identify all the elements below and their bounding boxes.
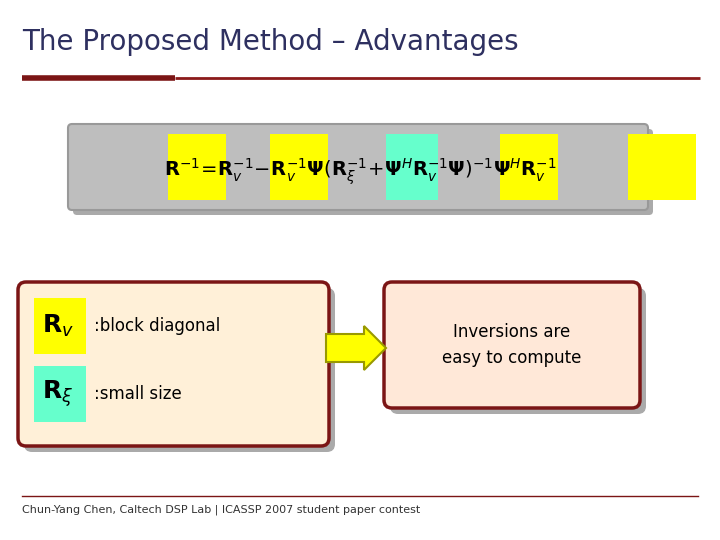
FancyArrow shape (326, 326, 386, 370)
FancyBboxPatch shape (628, 134, 696, 200)
FancyBboxPatch shape (24, 288, 335, 452)
FancyBboxPatch shape (168, 134, 226, 200)
Text: $\mathbf{R}^{-1}\!=\!\mathbf{R}_v^{-1}\!-\!\mathbf{R}_v^{-1}\mathbf{\Psi}(\mathb: $\mathbf{R}^{-1}\!=\!\mathbf{R}_v^{-1}\!… (163, 157, 557, 187)
FancyBboxPatch shape (390, 288, 646, 414)
FancyBboxPatch shape (73, 129, 653, 215)
FancyBboxPatch shape (18, 282, 329, 446)
Text: Inversions are
easy to compute: Inversions are easy to compute (442, 323, 582, 367)
Text: :block diagonal: :block diagonal (94, 317, 220, 335)
FancyBboxPatch shape (270, 134, 328, 200)
Text: Chun-Yang Chen, Caltech DSP Lab | ICASSP 2007 student paper contest: Chun-Yang Chen, Caltech DSP Lab | ICASSP… (22, 505, 420, 515)
Text: $\mathbf{R}_v$: $\mathbf{R}_v$ (42, 313, 74, 339)
FancyBboxPatch shape (500, 134, 558, 200)
FancyBboxPatch shape (386, 134, 438, 200)
Text: The Proposed Method – Advantages: The Proposed Method – Advantages (22, 28, 518, 56)
FancyBboxPatch shape (68, 124, 648, 210)
FancyBboxPatch shape (34, 366, 86, 422)
Text: $\mathbf{R}_\xi$: $\mathbf{R}_\xi$ (42, 379, 73, 409)
Text: :small size: :small size (94, 385, 181, 403)
FancyBboxPatch shape (384, 282, 640, 408)
FancyBboxPatch shape (34, 298, 86, 354)
